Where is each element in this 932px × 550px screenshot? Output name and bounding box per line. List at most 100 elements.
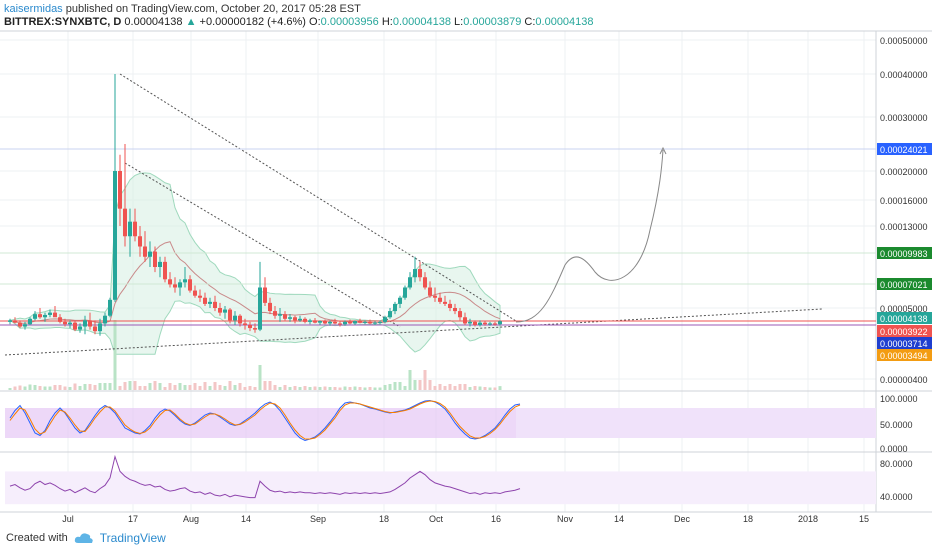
stoch-rsi-pane	[5, 399, 876, 442]
volume-bar	[243, 387, 247, 390]
rsi-pane	[5, 454, 876, 505]
volume-bar	[343, 386, 347, 390]
candle-body	[463, 317, 467, 324]
tradingview-cloud-icon	[74, 533, 93, 543]
volume-bar	[103, 383, 107, 390]
candle-body	[273, 311, 277, 316]
candle-body	[203, 297, 207, 304]
price-tag-label: 0.00007021	[880, 280, 928, 290]
candle-body	[233, 315, 237, 321]
volume-bar	[48, 386, 52, 390]
candle-body	[418, 269, 422, 278]
time-axis-label: Nov	[557, 514, 574, 524]
candle-body	[298, 318, 302, 321]
time-axis-label: Aug	[183, 514, 199, 524]
candle-body	[328, 321, 332, 324]
price-change: +0.00000182 (+4.6%)	[199, 16, 306, 28]
volume-bar	[373, 387, 377, 390]
candle-body	[268, 302, 272, 312]
volume-bar	[388, 384, 392, 390]
candle-body	[368, 321, 372, 324]
volume-bar	[428, 380, 432, 390]
symbol-label: BITTREX:SYNXBTC, D	[4, 16, 122, 28]
created-with-text: Created with	[6, 532, 68, 544]
volume-bar	[263, 381, 267, 390]
candle-body	[323, 321, 327, 324]
price-axis-label: 0.00020000	[880, 167, 928, 177]
volume-bar	[453, 386, 457, 390]
time-axis-label: Sep	[310, 514, 326, 524]
candle-body	[103, 315, 107, 324]
candle-body	[98, 323, 102, 332]
candle-body	[88, 320, 92, 327]
time-axis-label: 18	[379, 514, 389, 524]
open-label: O:	[309, 16, 321, 28]
time-axis-label: 18	[743, 514, 753, 524]
candle-body	[473, 321, 477, 325]
author-link[interactable]: kaisermidas	[4, 3, 63, 15]
volume-bar	[298, 387, 302, 390]
candle-body	[453, 308, 457, 312]
candle-body	[198, 295, 202, 298]
volume-bar	[188, 385, 192, 390]
price-tag-label: 0.00024021	[880, 145, 928, 155]
volume-bar	[8, 388, 12, 390]
candle-body	[388, 311, 392, 318]
volume-bar	[468, 387, 472, 390]
volume-bars	[8, 320, 502, 390]
candle-body	[158, 261, 162, 267]
price-tag-label: 0.00003714	[880, 339, 928, 349]
candle-body	[408, 277, 412, 288]
candle-body	[398, 297, 402, 304]
candle-body	[58, 317, 62, 322]
candle-body	[403, 287, 407, 298]
candle-body	[243, 323, 247, 325]
pane-frames	[0, 30, 932, 513]
candle-body	[28, 318, 32, 325]
volume-bar	[348, 387, 352, 390]
volume-bar	[138, 386, 142, 390]
candle-body	[358, 321, 362, 323]
candle-body	[8, 320, 12, 322]
trend-drawings	[0, 73, 876, 356]
candle-body	[248, 324, 252, 329]
volume-bar	[283, 385, 287, 390]
volume-bar	[203, 382, 207, 390]
candle-body	[163, 261, 167, 280]
volume-bar	[313, 386, 317, 390]
price-tag	[877, 278, 932, 290]
candle-body	[238, 315, 242, 324]
candle-body	[428, 287, 432, 296]
projection-curve	[515, 149, 664, 323]
volume-bar	[13, 386, 17, 390]
tradingview-logo[interactable]: TradingView	[99, 531, 166, 545]
stoch-axis-label: 100.0000	[880, 394, 918, 404]
descending-trendline	[119, 73, 517, 322]
candle-body	[498, 321, 502, 325]
candle-body	[313, 320, 317, 323]
volume-bar	[258, 365, 262, 390]
time-axis: Jul 17 Aug 14 Sep 18 Oct 16 Nov 14 Dec 18 2018 15	[62, 514, 869, 524]
volume-bar	[68, 387, 72, 390]
time-axis-label: Dec	[674, 514, 691, 524]
price-axis-label: 0.00030000	[880, 113, 928, 123]
volume-bar	[393, 382, 397, 390]
candle-body	[348, 321, 352, 324]
candle-body	[423, 277, 427, 288]
candle-body	[13, 320, 17, 323]
volume-bar	[58, 385, 62, 390]
candle-body	[38, 314, 42, 318]
price-axis: 0.00050000 0.00040000 0.00030000 0.00020000…	[877, 36, 932, 502]
candle-body	[228, 309, 232, 321]
candle-body	[68, 322, 72, 325]
candle-body	[213, 301, 217, 308]
candle-body	[293, 317, 297, 321]
projection-arrow-icon	[659, 146, 667, 155]
volume-bar	[233, 385, 237, 390]
volume-bar	[318, 387, 322, 390]
candle-body	[303, 318, 307, 322]
high-value: 0.00004138	[392, 16, 451, 28]
volume-bar	[128, 381, 132, 390]
stoch-axis-label: 50.0000	[880, 420, 913, 430]
